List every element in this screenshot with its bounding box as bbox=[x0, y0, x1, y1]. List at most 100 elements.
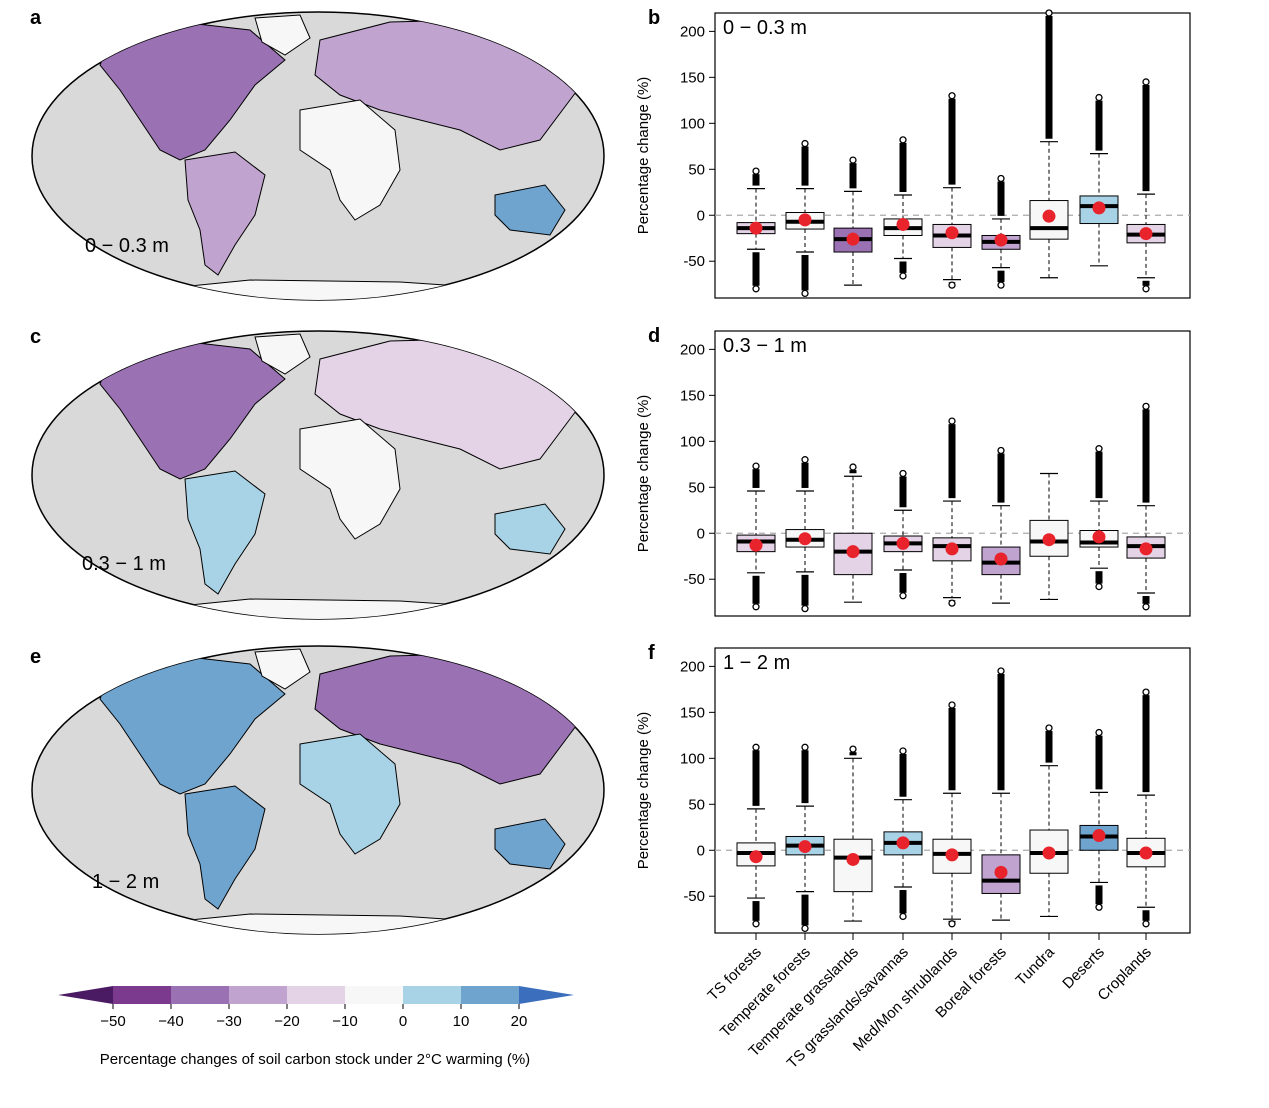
south-america bbox=[184, 785, 266, 910]
outlier-point bbox=[801, 139, 809, 148]
mean-point bbox=[1139, 227, 1153, 241]
colorbar-segment bbox=[171, 986, 229, 1004]
outlier-point bbox=[752, 603, 760, 611]
box-6 bbox=[1029, 724, 1069, 918]
mean-point bbox=[846, 545, 860, 559]
colorbar-segment bbox=[287, 986, 345, 1004]
panel-depth-label: 0 − 0.3 m bbox=[723, 17, 807, 39]
outlier-point bbox=[801, 743, 809, 751]
box-3 bbox=[883, 136, 923, 280]
outlier-point bbox=[752, 920, 760, 928]
y-tick-label: 0 bbox=[697, 842, 705, 859]
colorbar-tick-label: −30 bbox=[216, 1013, 241, 1030]
panel-letter-f: f bbox=[648, 642, 655, 664]
y-tick-label: -50 bbox=[683, 253, 705, 270]
box-3 bbox=[883, 469, 923, 600]
y-tick-label: 150 bbox=[680, 387, 705, 404]
outlier-point bbox=[899, 272, 907, 280]
box-plot-panel-d: d 0.3 − 1 m -50 0 50 100 150 200 Percentage chan… bbox=[635, 325, 1191, 617]
box-4 bbox=[932, 701, 972, 928]
mean-point bbox=[945, 542, 959, 556]
outlier-point bbox=[1095, 903, 1103, 911]
colorbar-tick-label: 10 bbox=[453, 1013, 470, 1030]
colorbar-tick-label: −40 bbox=[158, 1013, 183, 1030]
colorbar-arrow-right bbox=[519, 986, 574, 1004]
australia bbox=[494, 818, 566, 870]
mean-point bbox=[798, 213, 812, 227]
box-5 bbox=[981, 667, 1021, 921]
outlier-point bbox=[1142, 402, 1150, 411]
box-4 bbox=[932, 417, 972, 607]
outlier-point bbox=[1045, 724, 1053, 732]
y-tick-label: 150 bbox=[680, 704, 705, 721]
mean-point bbox=[749, 850, 763, 864]
colorbar-tick-label: 0 bbox=[399, 1013, 407, 1030]
y-tick-label: 50 bbox=[688, 479, 705, 496]
outlier-point bbox=[899, 469, 907, 478]
south-america bbox=[184, 470, 266, 595]
box-3 bbox=[883, 747, 923, 921]
outlier-point bbox=[899, 592, 907, 600]
mean-point bbox=[994, 233, 1008, 247]
north-america bbox=[99, 340, 286, 480]
mean-point bbox=[1139, 846, 1153, 860]
box-0 bbox=[736, 167, 776, 293]
mean-point bbox=[1092, 201, 1106, 215]
outlier-point bbox=[801, 456, 809, 464]
panel-depth-label: 1 − 2 m bbox=[723, 652, 790, 674]
australia bbox=[494, 503, 566, 555]
box-2 bbox=[833, 463, 873, 603]
north-america bbox=[99, 21, 286, 161]
colorbar-segment bbox=[461, 986, 519, 1004]
y-tick-label: 100 bbox=[680, 115, 705, 132]
outlier-point bbox=[1142, 603, 1150, 611]
australia bbox=[494, 184, 566, 236]
mean-point bbox=[798, 532, 812, 546]
mean-point bbox=[896, 217, 910, 231]
box-0 bbox=[736, 462, 776, 611]
outlier-point bbox=[948, 92, 956, 100]
mean-point bbox=[994, 552, 1008, 566]
box-7 bbox=[1079, 93, 1119, 267]
continents bbox=[99, 648, 601, 934]
y-tick-label: 50 bbox=[688, 161, 705, 178]
box-6 bbox=[1029, 9, 1069, 279]
map-depth-label: 0 − 0.3 m bbox=[85, 235, 169, 257]
outlier-point bbox=[948, 920, 956, 928]
south-america bbox=[184, 151, 266, 276]
box-5 bbox=[981, 174, 1021, 289]
y-tick-label: 200 bbox=[680, 658, 705, 675]
y-tick-label: -50 bbox=[683, 571, 705, 588]
outlier-point bbox=[899, 747, 907, 755]
y-tick-label: 200 bbox=[680, 341, 705, 358]
box-7 bbox=[1079, 445, 1119, 591]
mean-point bbox=[945, 848, 959, 862]
box-8 bbox=[1126, 402, 1166, 611]
colorbar-segment bbox=[113, 986, 171, 1004]
colorbar: −50 −40 −30 −20 −10 0 10 20 bbox=[58, 986, 574, 1030]
africa bbox=[299, 99, 401, 221]
mean-point bbox=[945, 226, 959, 240]
outlier-point bbox=[752, 462, 760, 470]
y-axis-title: Percentage change (%) bbox=[635, 712, 652, 870]
outlier-point bbox=[849, 463, 857, 471]
mean-point bbox=[846, 232, 860, 246]
world-map-0-0.3m: 0 − 0.3 m bbox=[31, 11, 605, 301]
outlier-point bbox=[1095, 93, 1103, 102]
mean-point bbox=[749, 221, 763, 235]
y-axis-title: Percentage change (%) bbox=[635, 395, 652, 553]
mean-point bbox=[1042, 533, 1056, 547]
outlier-point bbox=[752, 285, 760, 293]
colorbar-segment bbox=[403, 986, 461, 1004]
outlier-point bbox=[948, 599, 956, 607]
plot-frame bbox=[714, 330, 1191, 617]
africa bbox=[299, 418, 401, 540]
mean-point bbox=[1092, 530, 1106, 544]
colorbar-tick-label: −50 bbox=[100, 1013, 125, 1030]
colorbar-arrow-left bbox=[58, 986, 113, 1004]
outlier-point bbox=[1095, 582, 1103, 591]
outlier-point bbox=[849, 156, 857, 164]
outlier-point bbox=[801, 289, 809, 298]
outlier-point bbox=[1142, 78, 1150, 86]
mean-point bbox=[1042, 846, 1056, 860]
